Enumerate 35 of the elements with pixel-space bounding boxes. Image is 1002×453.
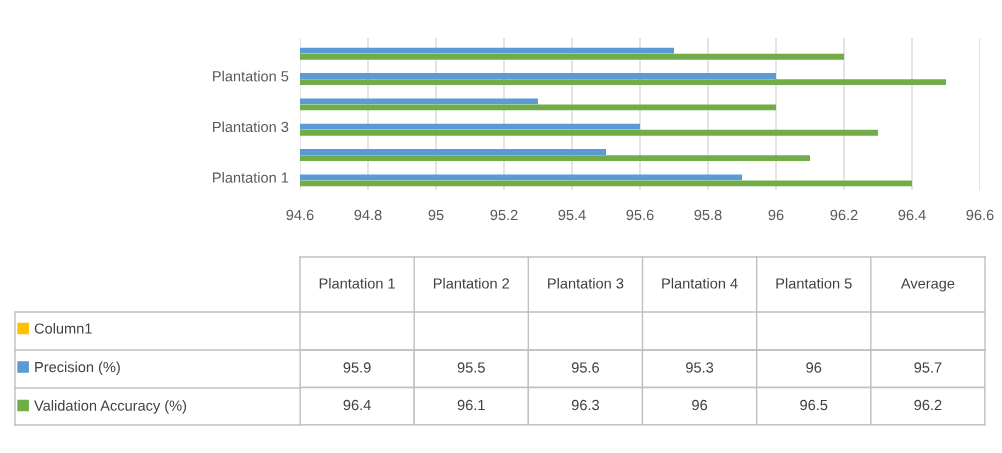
x-tick-label: 94.8 bbox=[354, 209, 382, 221]
x-tick-label: Average bbox=[900, 278, 955, 292]
data-label: 96.2 bbox=[914, 399, 942, 411]
x-tick-label: 95 bbox=[428, 209, 444, 221]
x-tick-label: 95.6 bbox=[626, 209, 654, 221]
x-tick-label: 96.4 bbox=[898, 209, 926, 221]
x-tick-label: 96 bbox=[768, 209, 784, 221]
data-label: 96.3 bbox=[571, 399, 599, 411]
data-label: 95.9 bbox=[343, 362, 371, 373]
y-tick-label: Plantation 1 bbox=[213, 172, 289, 183]
data-label: 96 bbox=[692, 399, 708, 411]
x-tick-label: Plantation 5 bbox=[776, 277, 852, 289]
x-tick-label: Plantation 4 bbox=[662, 277, 738, 289]
x-tick-label: Plantation 1 bbox=[319, 277, 395, 289]
legend-label: Validation Accuracy (%) bbox=[34, 400, 187, 414]
data-label: 95.7 bbox=[914, 362, 942, 373]
x-tick-label: 94.6 bbox=[286, 209, 314, 221]
x-tick-label: 95.2 bbox=[490, 209, 518, 221]
x-tick-label: 96.6 bbox=[966, 209, 994, 221]
y-tick-label: Plantation 5 bbox=[213, 70, 289, 82]
data-label: 96.5 bbox=[800, 399, 828, 411]
x-tick-label: 95.4 bbox=[558, 209, 586, 221]
x-tick-label: Plantation 3 bbox=[548, 277, 624, 289]
legend-label: Precision (%) bbox=[35, 361, 120, 376]
legend-label: Column1 bbox=[34, 323, 92, 334]
x-tick-label: Plantation 2 bbox=[433, 277, 510, 289]
data-label: 95.5 bbox=[457, 362, 485, 373]
y-tick-label: Plantation 3 bbox=[213, 121, 289, 133]
x-tick-label: 95.8 bbox=[694, 209, 722, 221]
x-tick-label: 96.2 bbox=[830, 209, 858, 221]
data-label: 95.6 bbox=[571, 362, 599, 373]
data-label: 96.4 bbox=[343, 399, 371, 411]
data-label: 96 bbox=[806, 362, 822, 373]
data-label: 95.3 bbox=[686, 362, 714, 373]
data-label: 96.1 bbox=[457, 399, 485, 411]
